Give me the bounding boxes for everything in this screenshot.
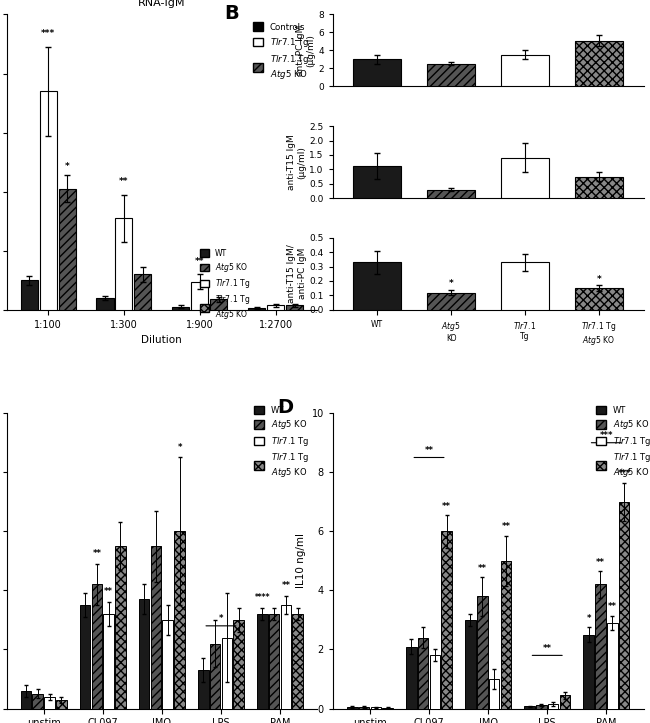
Bar [58, 189, 75, 310]
Bar [418, 638, 428, 709]
Bar [286, 305, 303, 310]
Bar [359, 707, 369, 709]
Bar [267, 305, 284, 310]
Bar [575, 176, 623, 198]
Bar [92, 584, 102, 709]
Legend: WT, $Atg5$ KO, $Tlr7.1$ Tg, $Tlr7.1$ Tg
$Atg5$ KO: WT, $Atg5$ KO, $Tlr7.1$ Tg, $Tlr7.1$ Tg … [197, 246, 254, 324]
Y-axis label: anti-T15 IgM
(μg/ml): anti-T15 IgM (μg/ml) [287, 134, 307, 190]
Bar [501, 55, 549, 87]
Text: **: ** [501, 522, 510, 531]
Bar [210, 643, 220, 709]
Bar [139, 599, 150, 709]
Bar [198, 670, 209, 709]
Bar [441, 531, 452, 709]
Bar [430, 655, 440, 709]
Bar [191, 282, 208, 310]
Y-axis label: IL10 ng/ml: IL10 ng/ml [296, 534, 306, 589]
Bar [32, 694, 43, 709]
Text: **: ** [92, 549, 101, 558]
Bar [427, 189, 475, 198]
Bar [210, 299, 228, 310]
Text: B: B [224, 4, 239, 22]
Bar [477, 596, 488, 709]
Bar [501, 158, 549, 198]
Bar [347, 707, 358, 709]
Bar [560, 696, 570, 709]
Bar [524, 706, 535, 709]
Text: *: * [586, 614, 591, 623]
Bar [370, 707, 381, 709]
Bar [353, 166, 401, 198]
Bar [501, 262, 549, 310]
Bar [489, 679, 499, 709]
Bar [427, 64, 475, 87]
X-axis label: Dilution: Dilution [142, 335, 182, 345]
Bar [40, 91, 57, 310]
Text: **: ** [442, 502, 451, 510]
Bar [162, 620, 173, 709]
Bar [56, 700, 67, 709]
Y-axis label: anti-T15 IgM/
anti-PC IgM: anti-T15 IgM/ anti-PC IgM [287, 244, 307, 303]
Bar [174, 531, 185, 709]
Text: **: ** [119, 176, 129, 186]
Bar [548, 704, 558, 709]
Bar [115, 546, 126, 709]
Bar [116, 218, 133, 310]
Text: **: ** [608, 602, 617, 611]
Text: *: * [65, 162, 70, 171]
Bar [269, 614, 280, 709]
Text: ****: **** [255, 593, 270, 602]
Bar [96, 298, 114, 310]
Bar [21, 281, 38, 310]
Text: *: * [177, 442, 182, 452]
Bar [427, 293, 475, 310]
Bar [80, 605, 90, 709]
Bar [536, 705, 547, 709]
Bar [257, 614, 268, 709]
Bar [607, 623, 618, 709]
Bar [595, 584, 606, 709]
Text: **: ** [104, 587, 113, 596]
Bar [500, 561, 511, 709]
Bar [353, 59, 401, 87]
Text: **: ** [596, 557, 605, 567]
Bar [382, 708, 393, 709]
Bar [575, 288, 623, 310]
Text: *: * [448, 279, 454, 288]
Bar [465, 620, 476, 709]
Text: *: * [218, 614, 223, 623]
Legend: Controls, $Tlr7.1$ Tg, $Tlr7.1$ Tg
$Atg5$ KO: Controls, $Tlr7.1$ Tg, $Tlr7.1$ Tg $Atg5… [249, 19, 313, 85]
Bar [21, 690, 31, 709]
Text: **: ** [195, 257, 205, 265]
Bar [353, 262, 401, 310]
Bar [619, 502, 629, 709]
Text: D: D [277, 398, 293, 417]
Legend: WT, $Atg5$ KO, $Tlr7.1$ Tg, $Tlr7.1$ Tg
$Atg5$ KO: WT, $Atg5$ KO, $Tlr7.1$ Tg, $Tlr7.1$ Tg … [251, 403, 313, 482]
Legend: WT, $Atg5$ KO, $Tlr7.1$ Tg, $Tlr7.1$ Tg
$Atg5$ KO: WT, $Atg5$ KO, $Tlr7.1$ Tg, $Tlr7.1$ Tg … [593, 403, 650, 482]
Text: ***: *** [41, 29, 55, 38]
Bar [44, 697, 55, 709]
Text: ***: *** [618, 469, 630, 478]
Bar [406, 646, 417, 709]
Bar [281, 605, 291, 709]
Bar [103, 614, 114, 709]
Text: **: ** [478, 564, 487, 573]
Bar [575, 40, 623, 87]
Bar [151, 546, 161, 709]
Text: **: ** [543, 644, 552, 653]
Bar [233, 620, 244, 709]
Bar [583, 635, 594, 709]
Bar [292, 614, 303, 709]
Text: **: ** [281, 581, 291, 591]
Bar [135, 274, 151, 310]
Text: *: * [597, 275, 601, 283]
Text: **: ** [424, 445, 434, 455]
Bar [222, 638, 232, 709]
Bar [172, 307, 189, 310]
Y-axis label: anti-PC IgM
(μg/ml): anti-PC IgM (μg/ml) [296, 25, 315, 76]
Text: ***: *** [599, 431, 613, 440]
Title: RNA-IgM: RNA-IgM [138, 0, 186, 8]
Bar [248, 308, 265, 310]
